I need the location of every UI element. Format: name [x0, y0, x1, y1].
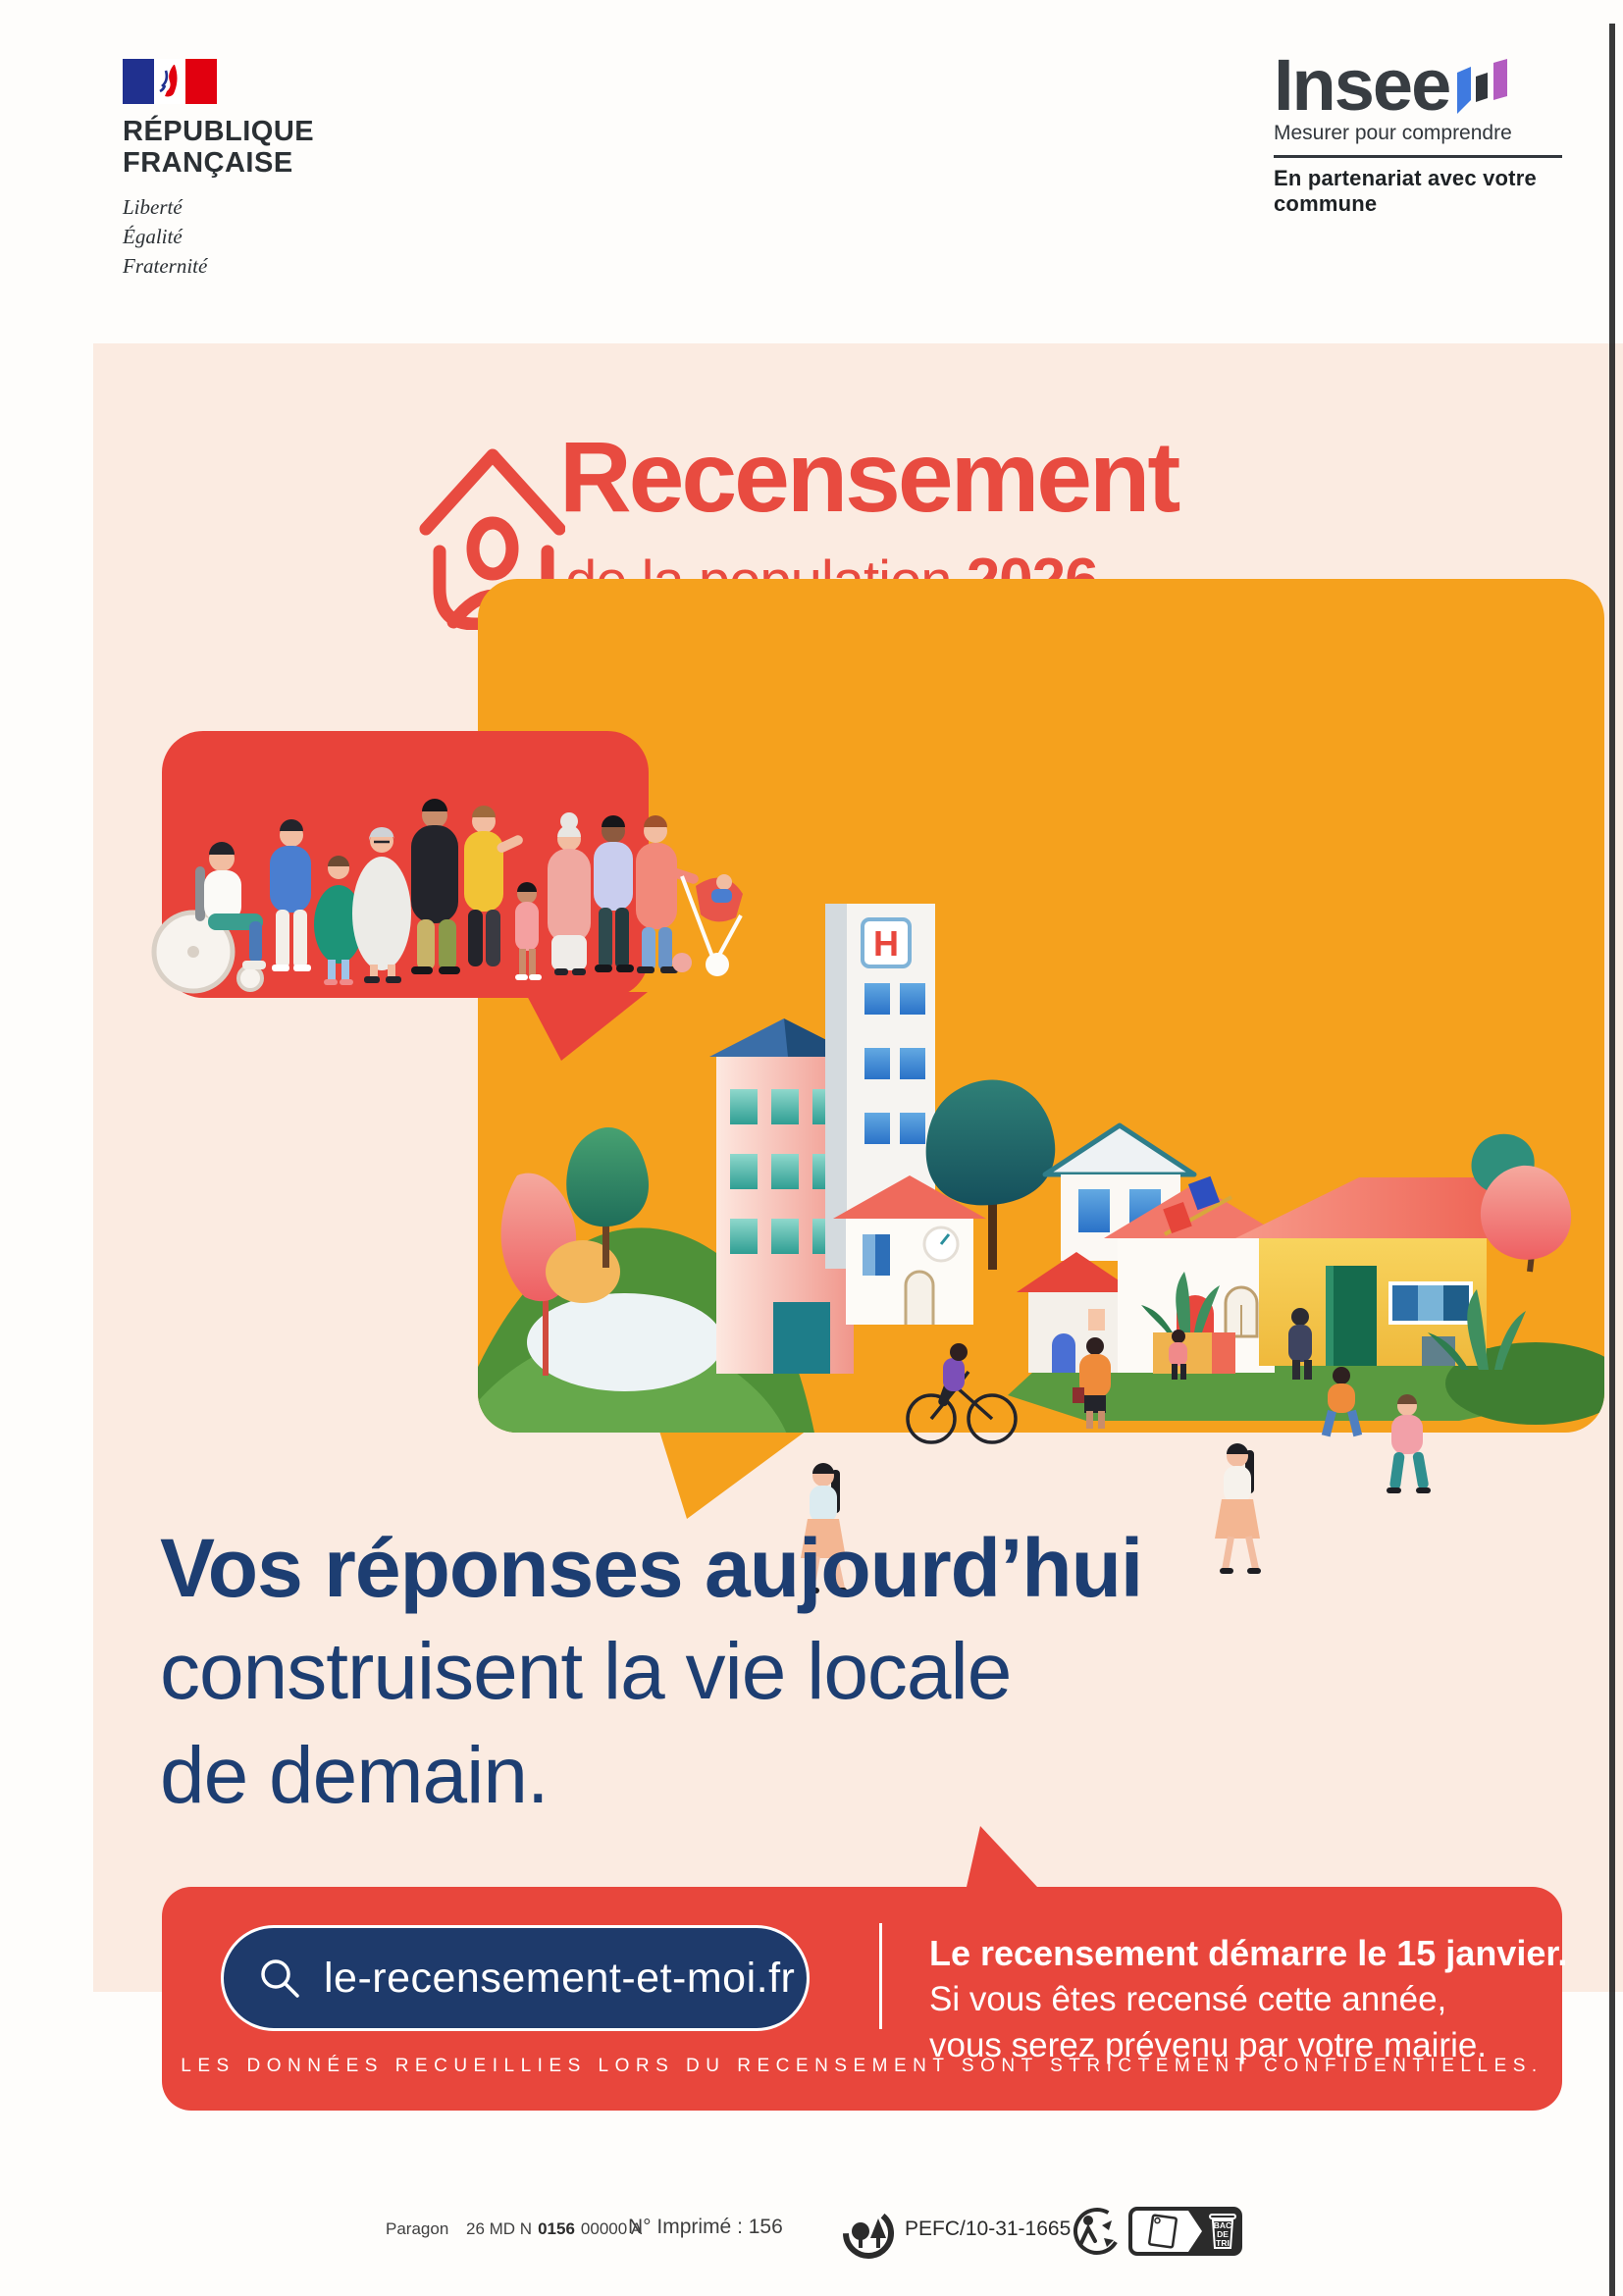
child-pink	[1169, 1330, 1187, 1380]
search-icon	[261, 1959, 299, 1998]
marianne-motto: Liberté Égalité Fraternité	[123, 195, 208, 278]
headline-line3: de demain.	[160, 1731, 550, 1820]
toddler-pink	[515, 882, 542, 980]
elder-woman-rose	[548, 812, 591, 975]
insee-bars-icon	[1457, 59, 1508, 114]
banner-info-line1: Le recensement démarre le 15 janvier.	[929, 1933, 1568, 1973]
green-tree-left	[566, 1127, 650, 1268]
headline-line2: construisent la vie locale	[160, 1627, 1012, 1716]
woman-walking-left	[801, 1463, 847, 1593]
flag-blue	[1187, 1175, 1221, 1211]
sorting-bin-icon: BAC DE TRI	[1128, 2207, 1242, 2256]
red-bubble-tail	[525, 992, 648, 1061]
insee-partnership: En partenariat avec votre commune	[1274, 166, 1537, 216]
cyclist	[906, 1343, 1018, 1444]
insee-wordmark: Insee	[1274, 44, 1451, 126]
svg-text:TRI: TRI	[1216, 2238, 1230, 2248]
print-ref-code: 0156	[538, 2219, 575, 2238]
info-banner: le-recensement-et-moi.fr Le recensement …	[162, 1887, 1567, 2111]
insee-logo-block: Insee Mesurer pour comprendre En partena…	[1274, 44, 1568, 217]
teal-tree	[925, 1079, 1056, 1270]
pefc-code: PEFC/10-31-1665	[905, 2218, 1072, 2240]
person-yellow-shirt	[464, 806, 523, 966]
person-orange-walker	[1321, 1367, 1363, 1437]
agave-planter	[1141, 1272, 1220, 1332]
scan-edge-artifact	[1609, 24, 1615, 2296]
stroller-icon	[672, 874, 743, 976]
banner-info-text: Le recensement démarre le 15 janvier. Si…	[929, 1930, 1567, 2068]
flag-red	[1163, 1202, 1192, 1233]
main-headline: Vos réponses aujourd’hui construisent la…	[160, 1516, 1143, 1828]
child-teal	[314, 856, 363, 985]
print-ref-suffix: 00000 A	[580, 2219, 643, 2238]
people-illustration	[151, 731, 743, 1061]
wheelchair-user	[151, 842, 266, 994]
french-flag-icon	[123, 59, 217, 104]
person-at-door	[1288, 1308, 1312, 1380]
man-orange-coat	[1073, 1337, 1111, 1429]
imprint-number: N° Imprimé : 156	[628, 2216, 783, 2238]
svg-text:DE: DE	[1217, 2229, 1229, 2239]
orange-bush	[546, 1240, 620, 1303]
pink-tree-right	[1471, 1133, 1572, 1273]
poster-title: Recensement	[559, 421, 1180, 533]
man-dark-coat	[411, 799, 460, 974]
pefc-logo-icon	[843, 2208, 894, 2259]
house-red-roof	[1017, 1252, 1136, 1373]
parent-with-stroller	[636, 815, 743, 976]
man-blue-shirt	[270, 819, 311, 971]
census-website-url: le-recensement-et-moi.fr	[324, 1954, 796, 2002]
banner-divider	[879, 1923, 882, 2029]
woman-walking-center	[1215, 1443, 1261, 1574]
triman-recycling-icon	[1073, 2208, 1121, 2255]
print-ref-prefix: 26 MD N	[466, 2219, 533, 2238]
man-lavender-shirt	[594, 815, 634, 972]
print-reference: 26 MD N 0156 00000 A	[466, 2219, 648, 2239]
paper-sheet-icon	[1148, 2214, 1178, 2249]
headline-line1: Vos réponses aujourd’hui	[160, 1522, 1143, 1614]
person-pink-sweater	[1387, 1394, 1431, 1493]
banner-info-line2: Si vous êtes recensé cette année,	[929, 1980, 1447, 2018]
agave-right	[1428, 1289, 1526, 1370]
printer-name: Paragon	[386, 2219, 449, 2238]
banner-tail	[967, 1826, 1037, 1887]
confidentiality-notice: LES DONNÉES RECUEILLIES LORS DU RECENSEM…	[181, 2056, 1544, 2076]
orange-bubble-tail	[657, 1425, 814, 1519]
town-hall	[1104, 1175, 1286, 1374]
banner-info-line3: vous serez prévenu par votre mairie.	[929, 2026, 1488, 2064]
insee-divider	[1274, 155, 1562, 158]
town-illustration: H	[478, 579, 1604, 1593]
republique-francaise-logo: RÉPUBLIQUE FRANÇAISE Liberté Égalité Fra…	[123, 59, 314, 281]
search-bar: le-recensement-et-moi.fr	[221, 1925, 810, 2031]
svg-text:BAC: BAC	[1214, 2220, 1231, 2230]
hospital-sign: H	[873, 923, 899, 964]
clock-house	[833, 1175, 986, 1325]
republique-francaise-label: RÉPUBLIQUE FRANÇAISE	[123, 116, 315, 179]
insee-tagline: Mesurer pour comprendre	[1274, 122, 1512, 144]
elder-woman-gray	[352, 827, 411, 983]
